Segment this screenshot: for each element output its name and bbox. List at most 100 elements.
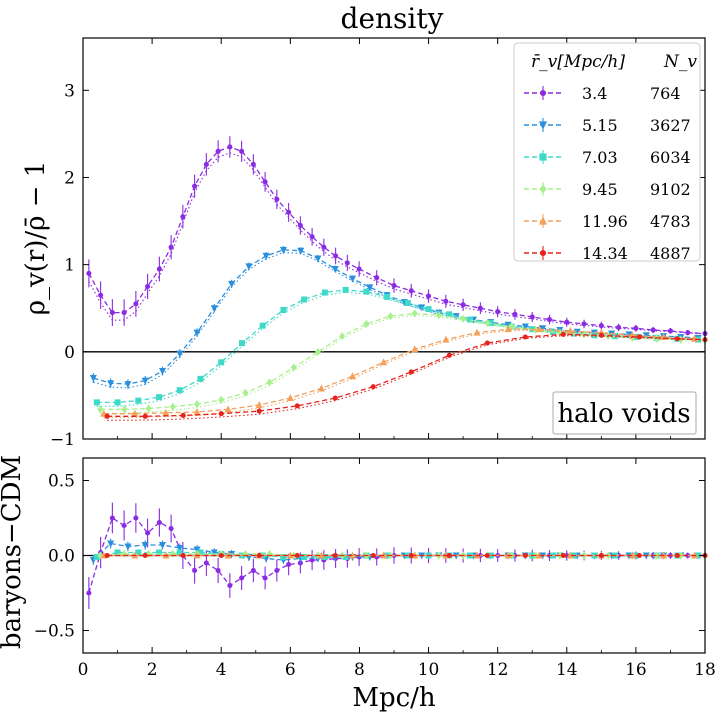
data-point [97,405,104,414]
data-point [616,324,622,330]
data-point [193,329,201,337]
data-point [598,323,604,329]
data-point [301,296,308,303]
data-point [180,552,186,559]
x-tick-label: 0 [78,660,89,680]
x-tick-label: 6 [285,660,296,680]
data-point [598,332,604,338]
data-point [218,359,225,366]
series-cdm-line-11.96 [103,329,695,419]
data-point [667,328,673,334]
x-tick-label: 16 [625,660,647,680]
legend-count: 4887 [650,244,691,263]
data-point [104,552,110,559]
series-11.96 [100,325,699,419]
data-point [598,552,604,559]
data-point [332,395,338,401]
data-point [408,552,414,559]
data-point [197,375,204,382]
data-point [256,552,262,559]
data-point [180,214,186,220]
data-point [193,407,201,415]
data-point [218,395,225,404]
data-point [321,554,328,560]
data-point [321,244,327,250]
data-point [89,374,97,382]
data-point [484,340,490,346]
data-point [473,328,481,336]
data-point [203,560,209,566]
data-point [411,309,418,318]
data-point [560,552,566,559]
data-point [566,326,574,334]
legend-count: 9102 [650,180,691,199]
legend-marker [539,89,547,97]
legend-radius: 7.03 [582,148,618,167]
data-point [218,552,224,559]
data-point [280,554,287,560]
data-point [104,413,110,419]
data-point [546,317,553,323]
data-point [370,552,376,559]
data-point [262,179,268,185]
series-line-9.45 [100,312,706,411]
data-point [121,550,128,558]
data-point [145,404,152,413]
data-point [495,309,501,315]
data-point [203,161,209,167]
data-point [135,549,142,556]
legend-radius: 14.34 [582,244,628,263]
data-point [168,525,174,532]
data-point [238,340,245,347]
data-point [339,332,346,341]
data-point [446,311,453,318]
data-point [467,316,474,323]
series-line-11.96 [103,328,695,415]
data-point [114,399,121,406]
data-point [121,310,127,316]
data-point [426,293,432,299]
data-point [262,252,270,260]
legend-item-3.4: 3.4 764 [524,84,681,103]
data-point [194,400,201,409]
data-point [297,560,303,566]
legend-item-14.34: 14.34 4887 [524,244,691,263]
y-tick-label: 0.5 [48,472,75,492]
data-point [342,554,349,560]
data-point [145,283,151,289]
data-point [145,530,151,536]
series-cdm-line-14.34 [107,335,706,421]
data-point [93,399,100,406]
legend-item-9.45: 9.45 9102 [524,180,691,199]
x-tick-label: 2 [147,660,158,680]
data-point [274,196,280,202]
data-point [317,551,325,559]
data-point [695,552,702,559]
data-point [141,377,149,385]
data-point [404,300,411,307]
data-point [141,542,149,549]
data-point [363,319,370,328]
data-point [460,302,466,308]
data-point [349,372,357,380]
data-point [674,336,680,342]
data-point [169,550,176,558]
legend-marker [539,184,547,194]
data-point [142,413,148,419]
data-point [650,327,656,333]
data-point [512,311,518,317]
series-14.34 [104,552,708,559]
legend-marker [538,121,548,130]
data-point [560,331,566,337]
data-point [370,384,376,390]
series-14.34 [104,331,708,421]
legend-item-11.96: 11.96 4783 [524,212,691,231]
x-tick-label: 18 [694,660,716,680]
data-point [286,209,292,215]
legend-box [513,42,701,262]
data-point [332,552,338,559]
data-point [301,554,308,560]
data-point [156,394,163,401]
data-point [107,380,115,388]
